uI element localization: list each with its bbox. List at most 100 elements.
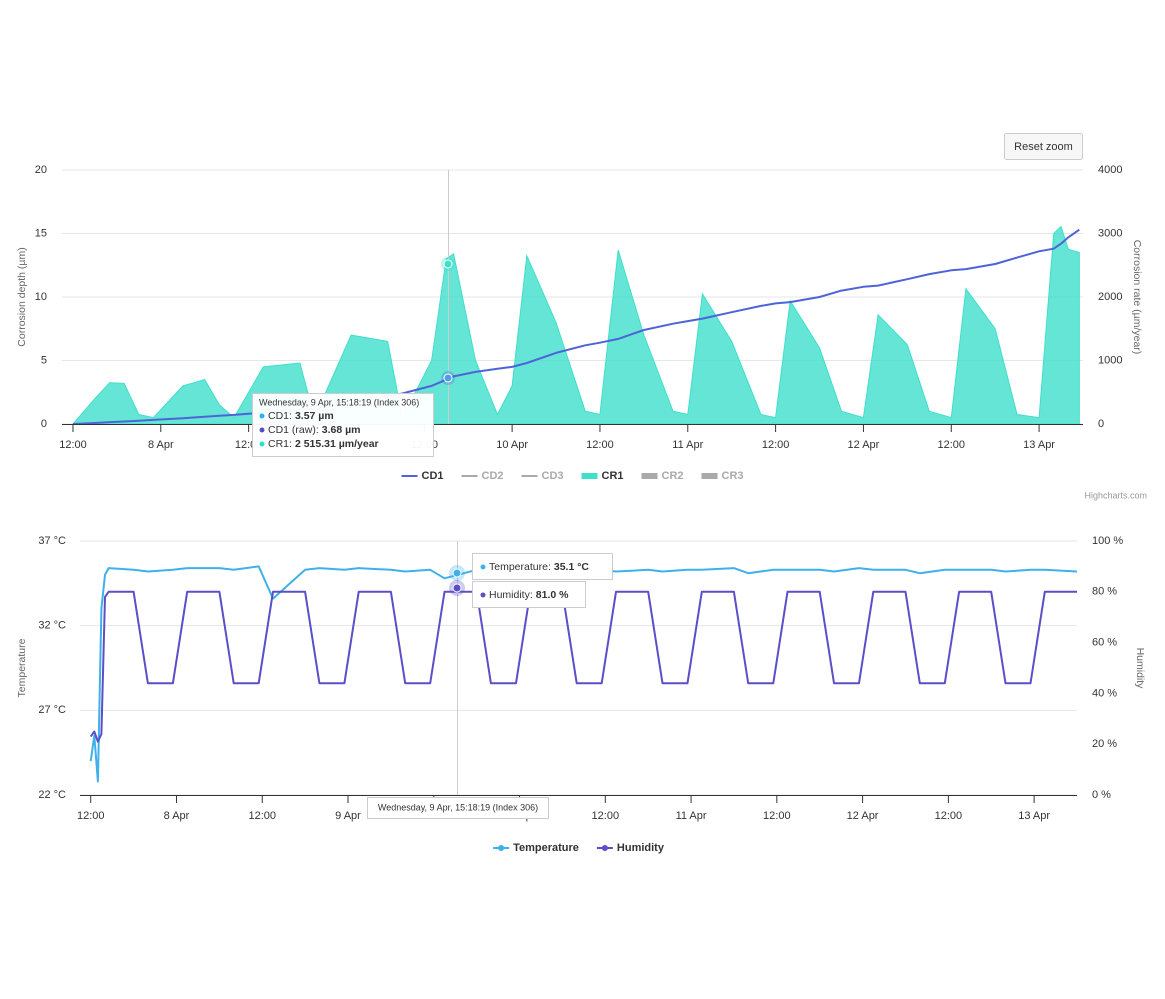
tooltip-dot — [480, 592, 486, 598]
legend-symbol — [701, 473, 718, 479]
x-tick-label: 11 Apr — [676, 810, 707, 822]
line — [72, 228, 1080, 425]
legend-label: Temperature — [513, 842, 579, 854]
tooltip-box — [252, 393, 434, 457]
legend-label: CR1 — [602, 470, 624, 482]
x-tick-label: 12:00 — [248, 810, 276, 822]
legend-item[interactable]: CR3 — [701, 470, 744, 482]
legend-item[interactable]: CD2 — [461, 470, 504, 482]
legend-label: CD3 — [542, 470, 564, 482]
x-tick-label: 12:00 — [937, 439, 965, 451]
tooltip-dot — [259, 427, 265, 433]
tooltip-header: Wednesday, 9 Apr, 15:18:19 (Index 306) — [259, 397, 419, 407]
y-tick-label: 0 — [41, 418, 47, 430]
y2-tick-label: 0 — [1098, 418, 1104, 430]
x-tick-label: 12 Apr — [847, 810, 879, 822]
x-tick-label: 12:00 — [59, 439, 87, 451]
plots: 0 5 10 15 20 0 1000 2000 3000 4000 Corrosion depth… — [16, 164, 1146, 854]
tooltip-label: Humidity: — [489, 589, 533, 601]
area — [71, 225, 1080, 425]
y2-tick-label: 3000 — [1098, 227, 1122, 239]
y-tick-label: 5 — [41, 354, 47, 366]
legend-marker — [498, 845, 505, 851]
legend-label: CD2 — [482, 470, 504, 482]
tooltip-row: Temperature: 35.1 °C — [489, 561, 589, 573]
tooltip: Wednesday, 9 Apr, 15:18:19 (Index 306) C… — [252, 393, 434, 457]
tooltip-label: CD1: — [268, 410, 292, 422]
tooltip-box — [472, 553, 613, 580]
y-axis-title: Corrosion depth (µm) — [16, 247, 28, 346]
legend-label: CR3 — [722, 470, 744, 482]
tooltip-label: CD1 (raw): — [268, 424, 319, 436]
tooltip-label: Temperature: — [489, 561, 551, 573]
x-tick-label: 12 Apr — [848, 439, 880, 451]
y2-tick-label: 2000 — [1098, 291, 1122, 303]
legend-item[interactable]: Temperature — [493, 842, 579, 854]
button-frame[interactable] — [1004, 133, 1083, 160]
y2-tick-label: 60 % — [1092, 637, 1117, 649]
tooltip-value: 2 515.31 µm/year — [295, 438, 379, 450]
legend-symbol — [641, 473, 658, 479]
tooltip-header: Wednesday, 9 Apr, 15:18:19 (Index 306) — [378, 802, 538, 812]
tooltip-box — [472, 581, 586, 608]
legend-item[interactable]: CD3 — [521, 470, 564, 482]
tooltip-row: CR1: 2 515.31 µm/year — [268, 438, 379, 450]
x-tick-label: 8 Apr — [164, 810, 190, 822]
y-tick-label: 32 °C — [38, 620, 66, 632]
hover-marker — [443, 259, 453, 269]
y2-tick-label: 80 % — [1092, 586, 1117, 598]
x-tick-label: 12:00 — [762, 439, 790, 451]
legend-item[interactable]: CR2 — [641, 470, 684, 482]
x-tick-label: 13 Apr — [1023, 439, 1055, 451]
credits[interactable]: Highcharts.com — [1084, 490, 1147, 500]
reset-zoom-button[interactable]: Reset zoom — [1004, 133, 1083, 160]
x-tick-label: 12:00 — [935, 810, 963, 822]
y-tick-label: 10 — [35, 291, 47, 303]
x-tick-label: 13 Apr — [1018, 810, 1050, 822]
button-label[interactable]: Reset zoom — [1014, 141, 1073, 153]
legend-label: CD1 — [422, 470, 444, 482]
legend-item[interactable]: Humidity — [596, 842, 665, 854]
legend-label: Humidity — [617, 842, 665, 854]
y2-tick-label: 0 % — [1092, 789, 1111, 801]
tooltip: Temperature: 35.1 °C Humidity: 81.0 % Wedn… — [367, 553, 613, 819]
y-tick-label: 20 — [35, 164, 47, 176]
x-tick-label: 8 Apr — [148, 439, 174, 451]
y2-tick-label: 40 % — [1092, 687, 1117, 699]
hover-marker — [452, 583, 462, 593]
tooltip-value: 3.57 µm — [295, 410, 334, 422]
tooltip-row: CD1 (raw): 3.68 µm — [268, 424, 361, 436]
y-axis-title: Temperature — [16, 638, 28, 697]
x-tick-label: 10 Apr — [496, 439, 528, 451]
x-tick-label: 12:00 — [763, 810, 791, 822]
legend-label: CR2 — [662, 470, 684, 482]
y-tick-label: 27 °C — [38, 704, 66, 716]
line — [89, 590, 1077, 743]
y-tick-label: 22 °C — [38, 789, 66, 801]
x-tick-label: 12:00 — [586, 439, 614, 451]
y2-axis-title: Corrosion rate (µm/year) — [1131, 240, 1143, 355]
legend-symbol — [581, 473, 598, 479]
x-tick-label: 11 Apr — [672, 439, 703, 451]
x-tick-label: 9 Apr — [335, 810, 361, 822]
x-tick-label: 12:00 — [77, 810, 105, 822]
legend-item[interactable]: CD1 — [401, 470, 444, 482]
tooltip-dot — [259, 441, 265, 447]
y2-tick-label: 20 % — [1092, 738, 1117, 750]
tooltip-dot — [259, 413, 265, 419]
legend-item[interactable]: CR1 — [581, 470, 624, 482]
tooltip-dot — [480, 564, 486, 570]
hover-marker — [452, 568, 462, 578]
hover-marker — [443, 373, 453, 383]
y2-tick-label: 1000 — [1098, 354, 1122, 366]
y2-axis-title: Humidity — [1134, 648, 1146, 690]
y2-tick-label: 100 % — [1092, 535, 1123, 547]
tooltip-row: Humidity: 81.0 % — [489, 589, 569, 601]
legend-marker — [601, 845, 608, 851]
tooltip-row: CD1: 3.57 µm — [268, 410, 334, 422]
tooltip-value: 3.68 µm — [322, 424, 361, 436]
tooltip-box — [367, 797, 549, 819]
y2-tick-label: 4000 — [1098, 164, 1122, 176]
